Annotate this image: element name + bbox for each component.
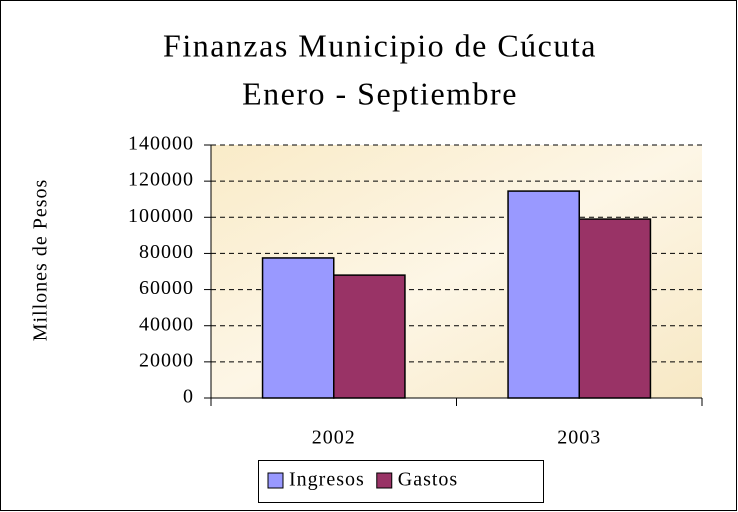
y-tick-label: 140000 (128, 133, 194, 155)
y-tick-label: 20000 (139, 349, 194, 371)
chart-subtitle: Enero - Septiembre (242, 75, 518, 111)
y-tick-label: 0 (183, 386, 194, 408)
y-tick-label: 40000 (139, 313, 194, 335)
y-axis-label: Millones de Pesos (30, 179, 52, 342)
x-tick-label: 2002 (312, 427, 356, 449)
bar (261, 257, 335, 399)
legend-swatch (376, 472, 393, 489)
legend-label: Gastos (398, 469, 458, 491)
bar (578, 218, 652, 399)
y-tick-label: 100000 (128, 205, 194, 227)
bar (333, 274, 406, 399)
legend: Ingresos Gastos (258, 460, 544, 503)
legend-box (258, 460, 544, 503)
chart-title: Finanzas Municipio de Cúcuta (163, 27, 597, 63)
x-tick-label: 2003 (557, 427, 601, 449)
bar (507, 190, 580, 399)
y-tick-label: 80000 (139, 241, 194, 263)
y-tick-label: 60000 (139, 277, 194, 299)
y-tick-label: 120000 (128, 169, 194, 191)
legend-label: Ingresos (289, 469, 365, 491)
legend-swatch (267, 472, 284, 489)
